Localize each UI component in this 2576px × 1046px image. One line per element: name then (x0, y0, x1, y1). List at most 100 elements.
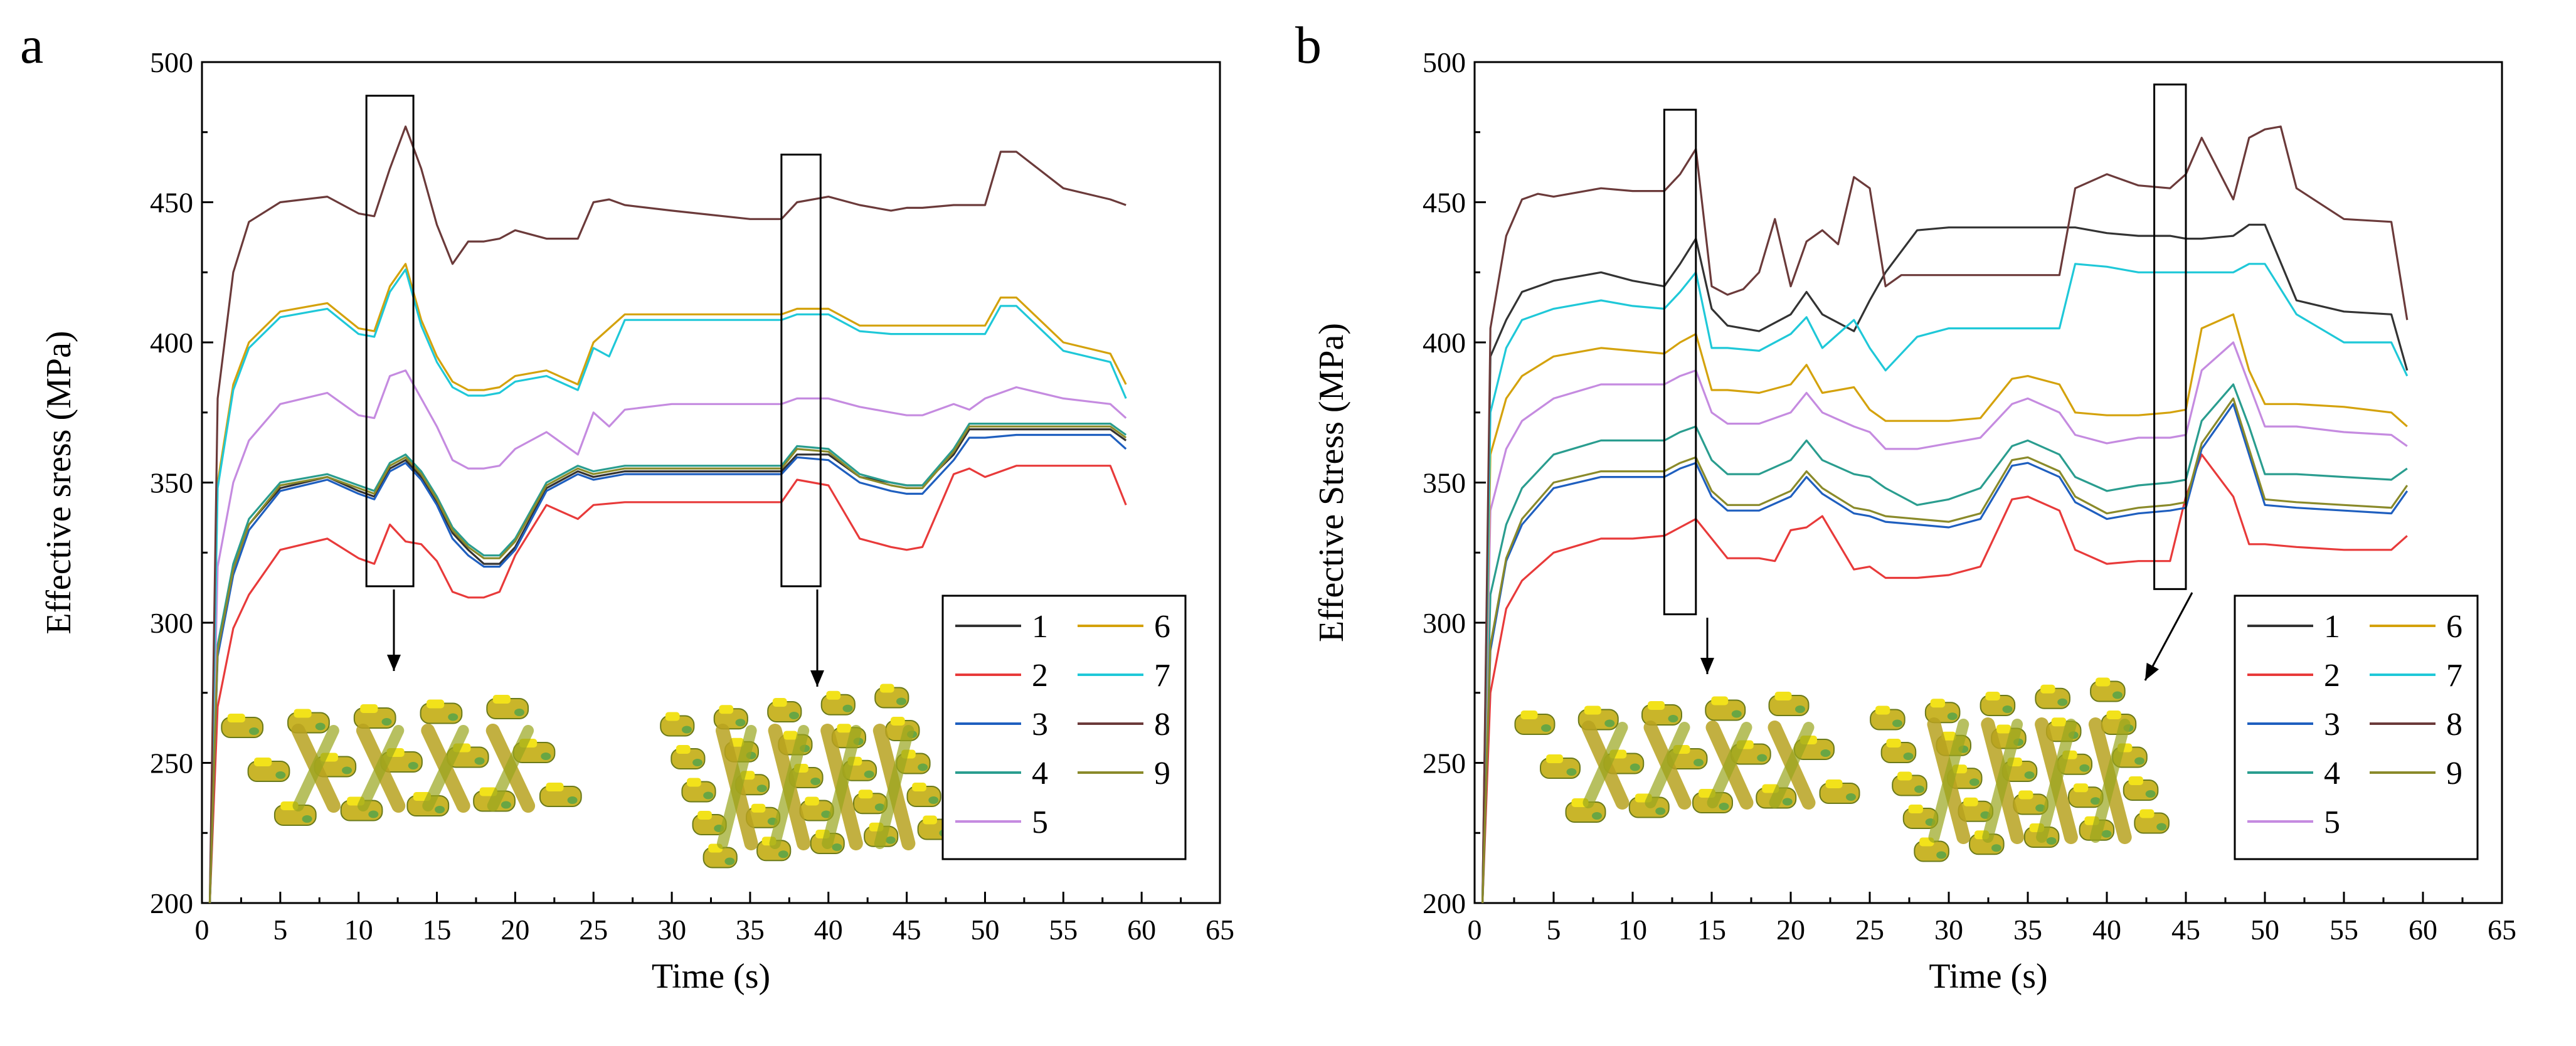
legend-box (2234, 594, 2479, 860)
series-line-6 (208, 263, 1127, 904)
legend-box (941, 594, 1187, 860)
series-line-8 (208, 125, 1126, 904)
legend-label-5: 5 (2324, 805, 2340, 840)
x-tick-label: 5 (273, 914, 287, 946)
legend-label-3: 3 (1032, 707, 1048, 742)
x-tick-label: 65 (1206, 914, 1234, 946)
x-tick-label: 25 (1855, 914, 1884, 946)
legend-label-6: 6 (1154, 609, 1170, 645)
highlight-window (2153, 83, 2187, 590)
x-tick-label: 30 (657, 914, 686, 946)
legend-label-3: 3 (2324, 707, 2340, 742)
x-tick-label: 55 (1049, 914, 1078, 946)
series-line-4 (208, 422, 1127, 904)
series-line-4 (1481, 383, 2408, 904)
x-tick-label: 0 (1468, 914, 1482, 946)
lattice-inset-image (660, 684, 952, 869)
x-tick-label: 15 (1697, 914, 1726, 946)
x-tick-label: 50 (2250, 914, 2279, 946)
series-line-7 (208, 268, 1127, 904)
legend-label-5: 5 (1032, 805, 1048, 840)
x-tick-label: 5 (1547, 914, 1561, 946)
legend-label-1: 1 (1032, 609, 1048, 645)
series-line-9 (208, 425, 1127, 904)
pointer-arrow (2144, 592, 2193, 681)
series-line-3 (1481, 403, 2409, 904)
x-tick-label: 25 (579, 914, 608, 946)
legend-label-8: 8 (2446, 707, 2462, 742)
y-tick-label: 350 (1423, 467, 1466, 499)
series-line-1 (1481, 223, 2409, 904)
x-tick-label: 60 (1127, 914, 1156, 946)
legend-label-2: 2 (2324, 658, 2340, 694)
y-axis-title: Effective sress (MPa) (40, 330, 78, 634)
lattice-inset-image (221, 695, 582, 826)
legend-label-9: 9 (1154, 756, 1170, 791)
legend-label-8: 8 (1154, 707, 1170, 742)
legend-label-4: 4 (1032, 756, 1048, 791)
series-line-2 (208, 465, 1127, 904)
arrow-head (810, 670, 824, 687)
legend-label-7: 7 (2446, 658, 2462, 694)
arrow-head (2145, 662, 2159, 680)
highlight-window (780, 154, 822, 588)
series-line-8 (1481, 125, 2409, 904)
x-tick-label: 0 (195, 914, 209, 946)
x-tick-label: 50 (970, 914, 999, 946)
x-tick-label: 55 (2330, 914, 2358, 946)
series-line-1 (208, 428, 1127, 904)
y-tick-label: 250 (150, 748, 193, 779)
x-axis-title: Time (s) (652, 957, 770, 996)
y-tick-label: 500 (150, 46, 193, 78)
y-tick-label: 200 (150, 887, 193, 919)
x-tick-label: 40 (814, 914, 843, 946)
x-tick-label: 45 (2171, 914, 2200, 946)
series-line-2 (1481, 453, 2408, 904)
panel-label: a (20, 16, 43, 75)
x-tick-label: 35 (736, 914, 765, 946)
y-axis-title: Effective Stress (MPa) (1312, 323, 1351, 642)
x-tick-label: 20 (1776, 914, 1805, 946)
series-line-6 (1481, 313, 2408, 904)
x-tick-label: 15 (423, 914, 452, 946)
legend-label-7: 7 (1154, 658, 1170, 694)
y-tick-label: 250 (1423, 748, 1466, 779)
series-line-5 (208, 369, 1127, 904)
x-tick-label: 20 (501, 914, 529, 946)
series-line-9 (1481, 397, 2409, 904)
series-line-3 (208, 433, 1127, 904)
x-tick-label: 65 (2488, 914, 2516, 946)
highlight-window (365, 95, 415, 588)
y-tick-label: 350 (150, 467, 193, 499)
x-tick-label: 60 (2409, 914, 2437, 946)
arrow-head (387, 655, 401, 671)
legend-label-6: 6 (2446, 609, 2462, 645)
x-tick-label: 10 (344, 914, 373, 946)
series-line-5 (1481, 341, 2408, 904)
y-tick-label: 450 (1423, 187, 1466, 219)
panel-b: b0 5 10 15 20 25 30 35 40 45 50 55 60 652002503003504… (1295, 16, 2516, 996)
lattice-inset-image (1870, 677, 2170, 862)
y-tick-label: 400 (150, 327, 193, 359)
panel-label: b (1295, 16, 1322, 75)
y-tick-label: 300 (1423, 607, 1466, 639)
legend-label-9: 9 (2446, 756, 2462, 791)
y-tick-label: 500 (1423, 46, 1466, 78)
x-tick-label: 10 (1618, 914, 1647, 946)
x-tick-label: 30 (1934, 914, 1963, 946)
panel-a: a0 5 10 15 20 25 30 35 40 45 50 55 60 652002503003504… (20, 16, 1234, 996)
legend-label-4: 4 (2324, 756, 2340, 791)
highlight-window (1663, 108, 1697, 616)
legend-label-1: 1 (2324, 609, 2340, 645)
y-tick-label: 400 (1423, 327, 1466, 359)
y-tick-label: 300 (150, 607, 193, 639)
series-line-7 (1481, 263, 2409, 904)
x-tick-label: 45 (893, 914, 921, 946)
lattice-inset-image (1514, 692, 1860, 823)
legend-label-2: 2 (1032, 658, 1048, 694)
x-axis-title: Time (s) (1929, 957, 2047, 996)
y-tick-label: 450 (150, 187, 193, 219)
arrow-head (1700, 658, 1714, 674)
x-tick-label: 40 (2092, 914, 2121, 946)
